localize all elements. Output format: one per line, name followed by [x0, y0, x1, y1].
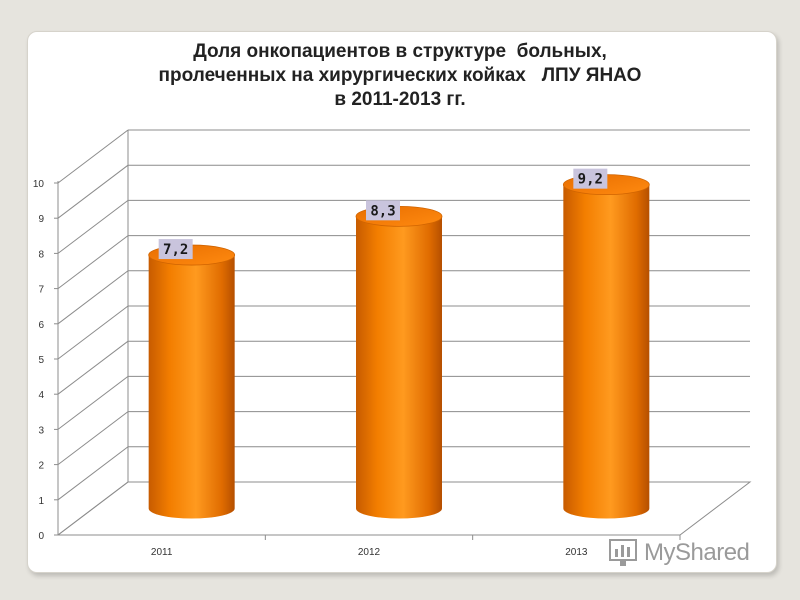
y-tick-label: 8 — [38, 249, 44, 260]
y-tick-label: 3 — [38, 425, 44, 436]
y-tick-label: 9 — [38, 214, 44, 225]
data-label: 9,2 — [578, 172, 603, 188]
y-tick-label: 5 — [38, 355, 44, 366]
watermark-text: MyShared — [644, 539, 750, 566]
chart-title-line-1: Доля онкопациентов в структуре больных, — [193, 41, 607, 62]
side-gridline — [57, 164, 129, 219]
chart-title: Доля онкопациентов в структуре больных, … — [60, 40, 740, 112]
x-tick-label: 2011 — [151, 547, 173, 558]
side-gridline — [57, 305, 129, 360]
chart-title-line-2: пролеченных на хирургических койках ЛПУ … — [158, 65, 642, 86]
side-gridline — [57, 340, 129, 395]
bar-2011 — [148, 255, 235, 519]
side-gridline — [57, 411, 129, 465]
x-tick-label: 2012 — [358, 547, 381, 558]
side-gridline — [57, 235, 129, 289]
y-tick-label: 7 — [38, 285, 44, 296]
side-gridline — [57, 129, 129, 184]
bar-layer — [148, 174, 650, 519]
y-tick-label: 0 — [38, 531, 44, 542]
side-gridline — [57, 446, 129, 501]
chart-title-line-3: в 2011-2013 гг. — [334, 89, 466, 110]
data-label-box — [366, 200, 400, 221]
y-tick-label: 10 — [33, 179, 45, 190]
axis-layer: 0 1 2 3 4 5 6 7 8 9 10 2011 2012 2013 — [33, 179, 681, 558]
side-gridline — [57, 200, 129, 254]
data-label-layer: 7,2 8,3 9,2 — [158, 168, 608, 260]
watermark: MyShared — [606, 536, 766, 570]
x-tick-label: 2013 — [565, 547, 588, 558]
y-tick-label: 1 — [38, 496, 44, 507]
y-tick-label: 4 — [38, 390, 44, 401]
data-label: 8,3 — [370, 203, 395, 219]
bar-2012 — [356, 216, 442, 519]
data-label: 7,2 — [163, 242, 188, 258]
y-tick-label: 2 — [38, 461, 44, 472]
data-label-box — [158, 239, 193, 260]
side-gridline — [57, 270, 129, 325]
data-label-box — [573, 168, 608, 189]
side-gridline — [57, 376, 129, 430]
watermark-logo-icon — [609, 539, 637, 566]
y-tick-label: 6 — [38, 320, 44, 331]
bar-2013 — [563, 184, 650, 519]
